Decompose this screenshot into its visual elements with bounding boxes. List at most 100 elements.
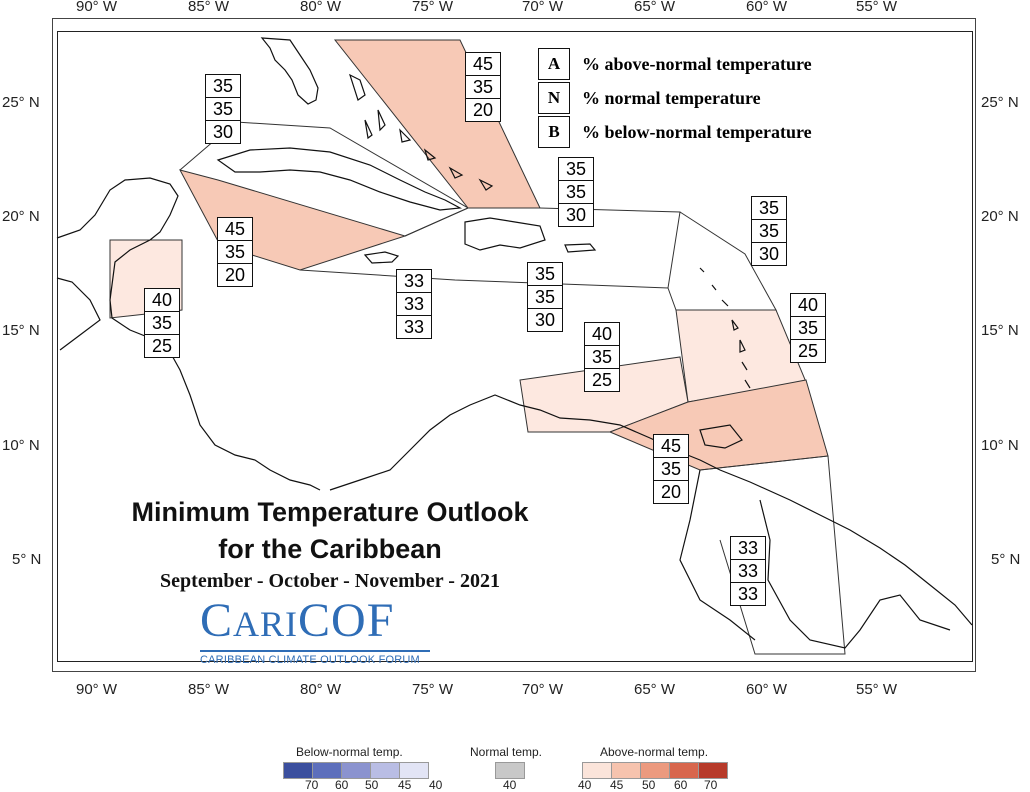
prob-box-cayman: 45 35 20 [217,217,253,287]
key-text-normal: % normal temperature [582,87,761,108]
prob-box-abc-islands: 40 35 25 [584,322,620,392]
legend-below-swatch-45 [370,762,400,779]
key-letter-normal: N [538,82,570,114]
lon-label-top-85w: 85° W [188,0,230,15]
prob-below: 25 [151,336,173,356]
legend-normal-swatch-40 [495,762,525,779]
prob-above: 35 [528,263,562,286]
lon-label-top-55w: 55° W [856,0,898,15]
legend-below-tick-50: 50 [365,778,379,792]
legend-below-title: Below-normal temp. [296,745,403,759]
key-letter-below: B [538,116,570,148]
prob-below: 33 [403,317,425,337]
prob-normal: 35 [528,286,562,309]
lon-label-top-75w: 75° W [412,0,454,15]
legend-above-tick-70: 70 [704,778,718,792]
prob-box-bahamas: 45 35 20 [465,52,501,122]
prob-below: 20 [224,265,246,285]
lat-label-right-20n: 20° N [981,208,1019,225]
prob-normal: 35 [145,312,179,335]
prob-normal: 35 [218,241,252,264]
coastlines [56,37,973,649]
lat-label-left-25n: 25° N [2,94,40,111]
prob-above: 40 [145,289,179,312]
legend-normal-title: Normal temp. [470,745,543,759]
legend-below-bar [283,762,429,779]
map-title: Minimum Temperature Outlook [131,497,529,527]
lat-label-left-5n: 5° N [12,551,42,568]
probability-key: A % above-normal temperature N % normal … [538,47,812,149]
prob-below: 30 [565,205,587,225]
legend-above-tick-60: 60 [674,778,688,792]
prob-above: 33 [397,270,431,293]
lon-label-top-70w: 70° W [522,0,564,15]
legend-below-swatch-70 [283,762,313,779]
prob-normal: 35 [466,76,500,99]
lon-label-bottom-85w: 85° W [188,681,230,698]
lon-label-top-65w: 65° W [634,0,676,15]
prob-above: 40 [791,294,825,317]
prob-below: 20 [660,482,682,502]
prob-above: 35 [206,75,240,98]
key-text-below: % below-normal temperature [582,121,812,142]
legend-above-title: Above-normal temp. [600,745,709,759]
prob-normal: 35 [559,181,593,204]
legend-below-swatch-40 [399,762,429,779]
prob-above: 45 [218,218,252,241]
prob-above: 35 [752,197,786,220]
lat-label-right-25n: 25° N [981,94,1019,111]
legend-above-tick-45: 45 [610,778,624,792]
prob-box-guianas: 33 33 33 [730,536,766,606]
key-row-below: B % below-normal temperature [538,115,812,149]
lat-label-right-10n: 10° N [981,437,1019,454]
prob-below: 30 [758,244,780,264]
prob-above: 33 [731,537,765,560]
prob-box-jamaica: 33 33 33 [396,269,432,339]
lat-label-left-20n: 20° N [2,208,40,225]
prob-box-belize: 40 35 25 [144,288,180,358]
prob-below: 30 [212,122,234,142]
prob-box-windward-islands: 40 35 25 [790,293,826,363]
prob-box-hispaniola-north: 35 35 30 [558,157,594,227]
prob-normal: 35 [654,458,688,481]
region-cayman-shade [179,169,407,271]
logo-rule [200,650,430,652]
lon-label-top-60w: 60° W [746,0,788,15]
legend-below-tick-40: 40 [429,778,443,792]
prob-normal: 35 [585,346,619,369]
legend-below-tick-60: 60 [335,778,349,792]
lon-label-bottom-60w: 60° W [746,681,788,698]
prob-box-hispaniola-puerto-rico: 35 35 30 [527,262,563,332]
legend-above-swatch-60 [669,762,699,779]
lon-label-bottom-55w: 55° W [856,681,898,698]
key-text-above: % above-normal temperature [582,53,812,74]
prob-box-leeward-islands: 35 35 30 [751,196,787,266]
legend-above-tick-50: 50 [642,778,656,792]
prob-below: 25 [591,370,613,390]
prob-normal: 35 [752,220,786,243]
prob-box-trinidad: 45 35 20 [653,434,689,504]
lon-label-bottom-90w: 90° W [76,681,118,698]
legend-above-swatch-40 [582,762,612,779]
map-title-line2: for the Caribbean [218,534,442,564]
prob-normal: 33 [397,293,431,316]
lon-label-bottom-65w: 65° W [634,681,676,698]
region-guianas-outline [699,455,846,655]
caricof-logo: CARICOF CARIBBEAN CLIMATE OUTLOOK FORUM [200,596,430,666]
lon-label-top-80w: 80° W [300,0,342,15]
legend-above-swatch-70 [698,762,728,779]
legend-below-tick-70: 70 [305,778,319,792]
region-leeward-outline [667,211,777,311]
lon-label-bottom-70w: 70° W [522,681,564,698]
legend-below-swatch-50 [341,762,371,779]
legend-normal-tick-40: 40 [503,778,517,792]
legend-above-swatch-45 [611,762,641,779]
prob-above: 40 [585,323,619,346]
legend-above-swatch-50 [640,762,670,779]
logo-subtitle: CARIBBEAN CLIMATE OUTLOOK FORUM [200,654,420,666]
map-season: September - October - November - 2021 [160,570,500,592]
prob-below: 25 [797,341,819,361]
lat-label-right-15n: 15° N [981,322,1019,339]
logo-wordmark: CARICOF [200,594,395,647]
prob-above: 45 [654,435,688,458]
